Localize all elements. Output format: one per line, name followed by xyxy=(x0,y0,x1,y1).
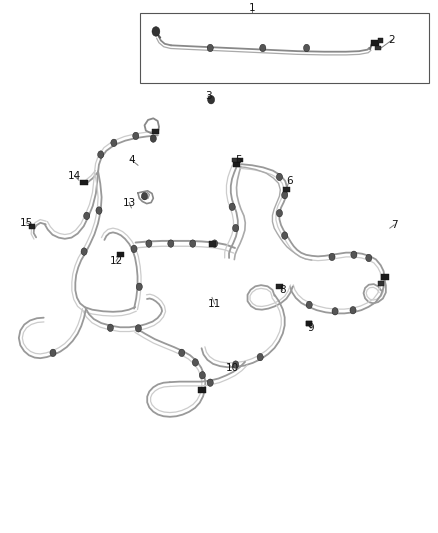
Bar xyxy=(29,224,35,229)
Circle shape xyxy=(199,372,205,379)
Circle shape xyxy=(192,359,198,366)
Circle shape xyxy=(136,283,142,290)
Circle shape xyxy=(282,191,288,199)
Bar xyxy=(305,321,312,326)
Bar xyxy=(371,39,379,45)
Circle shape xyxy=(229,203,235,211)
Circle shape xyxy=(84,212,90,220)
Circle shape xyxy=(131,245,137,253)
Circle shape xyxy=(135,325,141,332)
Circle shape xyxy=(366,254,372,262)
Circle shape xyxy=(152,27,160,36)
Circle shape xyxy=(233,224,239,232)
Circle shape xyxy=(306,301,312,309)
Circle shape xyxy=(207,44,213,52)
Text: 11: 11 xyxy=(208,299,221,309)
Bar xyxy=(305,321,312,326)
Bar xyxy=(237,158,243,162)
Circle shape xyxy=(276,173,283,181)
Circle shape xyxy=(50,349,56,357)
Bar xyxy=(209,241,216,247)
Circle shape xyxy=(212,240,218,247)
Circle shape xyxy=(257,353,263,361)
Circle shape xyxy=(282,232,288,239)
Text: 15: 15 xyxy=(20,218,33,228)
Text: 3: 3 xyxy=(205,91,212,101)
Bar xyxy=(233,162,240,166)
Bar xyxy=(378,38,383,43)
Text: 14: 14 xyxy=(68,171,81,181)
Bar xyxy=(198,387,206,393)
Text: 2: 2 xyxy=(389,35,396,45)
Circle shape xyxy=(260,44,266,52)
Bar xyxy=(80,180,88,185)
Circle shape xyxy=(233,361,239,368)
Bar xyxy=(276,285,283,289)
Circle shape xyxy=(179,349,185,357)
Text: 8: 8 xyxy=(279,286,286,295)
Circle shape xyxy=(111,139,117,147)
Circle shape xyxy=(304,44,310,52)
Bar xyxy=(140,13,429,83)
Text: 6: 6 xyxy=(286,176,293,186)
Text: 4: 4 xyxy=(128,155,135,165)
Text: 5: 5 xyxy=(235,155,242,165)
Circle shape xyxy=(81,248,87,255)
Circle shape xyxy=(276,209,283,217)
Circle shape xyxy=(133,132,139,140)
Bar xyxy=(381,274,389,280)
Text: 1: 1 xyxy=(248,3,255,13)
Text: 13: 13 xyxy=(123,198,136,207)
Circle shape xyxy=(150,135,156,142)
Bar xyxy=(283,187,290,191)
Text: 12: 12 xyxy=(110,256,123,266)
Circle shape xyxy=(96,207,102,214)
Circle shape xyxy=(207,379,213,386)
Bar xyxy=(378,281,384,286)
Bar xyxy=(233,158,237,162)
Text: 10: 10 xyxy=(226,363,239,373)
Circle shape xyxy=(350,306,356,314)
Text: 9: 9 xyxy=(307,323,314,333)
Bar xyxy=(152,129,159,134)
Bar xyxy=(375,45,381,50)
Circle shape xyxy=(329,253,335,261)
Circle shape xyxy=(332,308,338,315)
Circle shape xyxy=(146,240,152,247)
Circle shape xyxy=(190,240,196,247)
Circle shape xyxy=(141,192,148,200)
Circle shape xyxy=(168,240,174,247)
Circle shape xyxy=(351,251,357,259)
Circle shape xyxy=(208,95,215,104)
Text: 7: 7 xyxy=(391,220,398,230)
Circle shape xyxy=(98,151,104,158)
Circle shape xyxy=(107,324,113,332)
Bar xyxy=(117,252,124,257)
